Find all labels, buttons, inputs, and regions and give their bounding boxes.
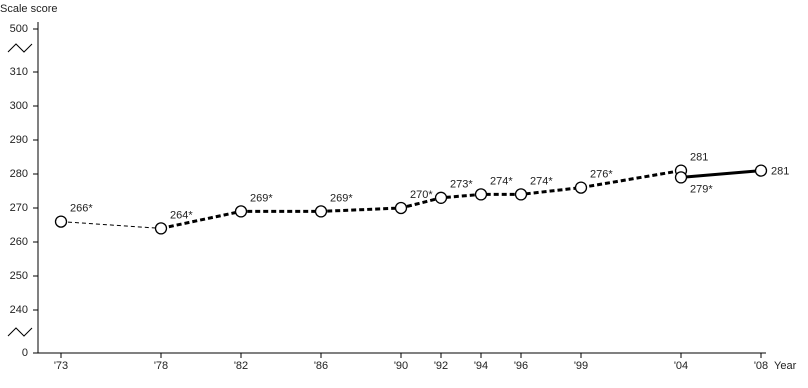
x-tick-label: '08 [754, 360, 768, 372]
y-axis-label: Scale score [0, 3, 57, 15]
y-tick-label: 310 [10, 66, 28, 78]
data-point [514, 188, 528, 201]
x-tick-label: '73 [54, 360, 68, 372]
value-label: 281 [690, 152, 708, 164]
x-tick-label: '82 [234, 360, 248, 372]
x-tick-label: '90 [394, 360, 408, 372]
x-tick-label: '94 [474, 360, 488, 372]
series-line [680, 169, 762, 179]
data-point [394, 201, 408, 215]
x-tick-label: '92 [434, 360, 448, 372]
x-tick-label: '78 [154, 360, 168, 372]
data-point [54, 215, 68, 228]
value-label: 266* [70, 203, 93, 215]
y-tick-label: 290 [10, 134, 28, 146]
x-tick-label: '99 [574, 360, 588, 372]
y-tick-label: 0 [22, 347, 28, 359]
value-label: 269* [330, 192, 353, 204]
x-tick-label: '04 [674, 360, 688, 372]
y-tick-label: 500 [10, 23, 28, 35]
axis-break [7, 327, 33, 337]
data-point [314, 205, 328, 218]
y-tick-label: 260 [10, 236, 28, 248]
data-point [234, 205, 248, 218]
x-axis-label: Year [774, 360, 797, 372]
value-label: 264* [170, 209, 193, 221]
data-point [474, 188, 488, 201]
x-tick-label: '86 [314, 360, 328, 372]
value-label: 279* [690, 183, 713, 195]
data-point [674, 171, 688, 184]
data-point [574, 181, 588, 194]
data-point [154, 222, 168, 235]
value-label: 269* [250, 192, 273, 204]
value-label: 276* [590, 169, 613, 181]
axis-break [7, 43, 33, 53]
value-label: 273* [450, 179, 473, 191]
value-label: 270* [410, 189, 433, 201]
data-point [754, 164, 768, 177]
value-label: 274* [530, 175, 553, 187]
y-tick-label: 250 [10, 270, 28, 282]
y-tick-label: 280 [10, 168, 28, 180]
series-line [60, 221, 162, 229]
data-point [434, 191, 448, 204]
y-tick-label: 300 [10, 100, 28, 112]
value-label: 281 [771, 166, 789, 178]
y-tick-label: 240 [10, 304, 28, 316]
x-tick-label: '96 [514, 360, 528, 372]
value-label: 274* [490, 175, 513, 187]
y-tick-label: 270 [10, 202, 28, 214]
